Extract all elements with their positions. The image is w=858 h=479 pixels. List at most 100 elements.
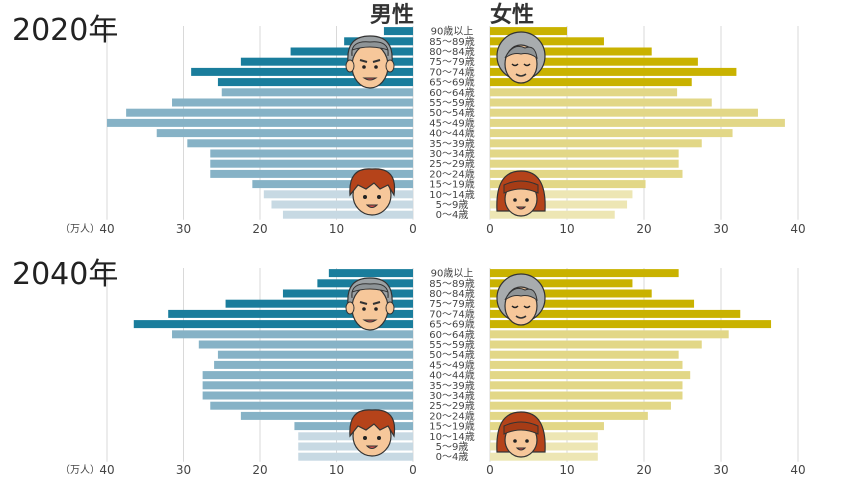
male-bar xyxy=(217,350,413,359)
age-label: 15～19歳 xyxy=(429,421,474,433)
female-bar xyxy=(490,279,633,288)
elder-woman-mouth xyxy=(515,73,527,77)
age-label: 85～89歳 xyxy=(429,278,474,290)
male-bar xyxy=(172,330,413,339)
girl-mouth xyxy=(515,447,527,451)
age-label: 35～39歳 xyxy=(429,380,474,392)
male-bar xyxy=(126,108,413,117)
male-bar xyxy=(187,139,413,148)
age-label: 30～34歳 xyxy=(429,390,474,402)
female-bar xyxy=(490,139,702,148)
elder-man-eye-right xyxy=(374,65,378,69)
boy-hair xyxy=(349,168,396,197)
age-label: 55～59歳 xyxy=(429,339,474,351)
female-bar xyxy=(490,452,598,461)
female-bar xyxy=(490,88,678,97)
elder-man-eye-left xyxy=(362,65,366,69)
tick-label-right: 30 xyxy=(713,222,728,236)
male-bar xyxy=(214,360,413,369)
female-bar xyxy=(490,350,679,359)
elder-woman-fringe xyxy=(504,287,538,302)
elder-man-ear-right xyxy=(385,301,395,315)
female-bar xyxy=(490,422,604,431)
age-label: 65～69歳 xyxy=(429,319,474,331)
male-bar xyxy=(328,269,413,278)
elder-woman-eye-right xyxy=(523,305,531,309)
male-bar xyxy=(202,371,413,380)
male-bar xyxy=(156,129,413,138)
male-header: 男性 xyxy=(370,3,414,28)
girl-mouth xyxy=(515,206,527,210)
girl-eye-right xyxy=(525,198,529,202)
age-label: 85～89歳 xyxy=(429,36,474,48)
female-bar xyxy=(490,381,683,390)
girl-bangs xyxy=(503,180,539,194)
unit-label: （万人） xyxy=(60,223,100,235)
male-bar xyxy=(198,340,413,349)
female-bar xyxy=(490,27,567,36)
age-label: 45～49歳 xyxy=(429,117,474,129)
boy-eye-right xyxy=(377,195,381,199)
female-header: 女性 xyxy=(490,2,534,28)
male-bar xyxy=(202,391,413,400)
age-label: 0～4歳 xyxy=(436,209,469,221)
elder-man-eye-left xyxy=(362,307,366,311)
age-label: 75～79歳 xyxy=(429,56,474,68)
elder-man-eye-right xyxy=(374,307,378,311)
female-bar xyxy=(490,299,695,308)
boy-eye-right xyxy=(377,436,381,440)
age-label: 90歳以上 xyxy=(431,26,474,38)
male-bar xyxy=(202,381,413,390)
elder-man-ear-left xyxy=(345,301,355,315)
female-bar xyxy=(490,98,712,107)
age-label: 40～44歳 xyxy=(429,128,474,140)
age-label: 55～59歳 xyxy=(429,97,474,109)
elder-woman-eye-left xyxy=(511,63,519,67)
boy-eye-left xyxy=(363,195,367,199)
girl-eye-left xyxy=(513,439,517,443)
elder-woman-fringe xyxy=(504,45,538,60)
elder-man-brow-left xyxy=(359,301,368,305)
tick-label-right: 0 xyxy=(486,222,494,236)
age-label: 40～44歳 xyxy=(429,370,474,382)
elder-man-brow-left xyxy=(359,59,368,63)
elder-woman-eye-left xyxy=(511,305,519,309)
elder-woman-eye-right xyxy=(523,63,531,67)
male-bar xyxy=(107,118,413,127)
tick-label-left: 30 xyxy=(176,463,191,477)
elder-man-fringe xyxy=(351,41,389,57)
age-label: 0～4歳 xyxy=(436,451,469,463)
male-bar xyxy=(168,309,413,318)
female-bar xyxy=(490,67,737,76)
tick-label-right: 40 xyxy=(790,463,805,477)
boy-hair xyxy=(349,409,396,438)
girl-eye-right xyxy=(525,439,529,443)
male-bar xyxy=(383,27,413,36)
age-label: 10～14歳 xyxy=(429,431,474,443)
female-bar xyxy=(490,47,652,56)
male-bar xyxy=(191,67,413,76)
tick-label-right: 20 xyxy=(636,463,651,477)
male-bar xyxy=(240,411,413,420)
female-bar xyxy=(490,37,604,46)
age-label: 20～24歳 xyxy=(429,168,474,180)
female-bar xyxy=(490,330,729,339)
tick-label-left: 40 xyxy=(99,222,114,236)
male-bar xyxy=(263,190,413,199)
female-bar xyxy=(490,190,633,199)
elder-man-face xyxy=(351,285,389,331)
female-bar xyxy=(490,149,679,158)
tick-label-right: 10 xyxy=(559,463,574,477)
tick-label-left: 10 xyxy=(329,463,344,477)
tick-label-right: 10 xyxy=(559,222,574,236)
female-bar xyxy=(490,159,679,168)
year-title: 2040年 xyxy=(12,257,118,292)
age-label: 5～9歳 xyxy=(436,199,469,211)
elder-man-mouth xyxy=(362,319,378,323)
tick-label-right: 0 xyxy=(486,463,494,477)
pyramid-panel-2: 2040年 90歳以上85～89歳80～84歳75～79歳70～74歳65～69歳… xyxy=(12,257,806,477)
age-label: 80～84歳 xyxy=(429,46,474,58)
female-bar xyxy=(490,340,702,349)
female-bar xyxy=(490,180,646,189)
elder-man-face xyxy=(351,43,389,89)
